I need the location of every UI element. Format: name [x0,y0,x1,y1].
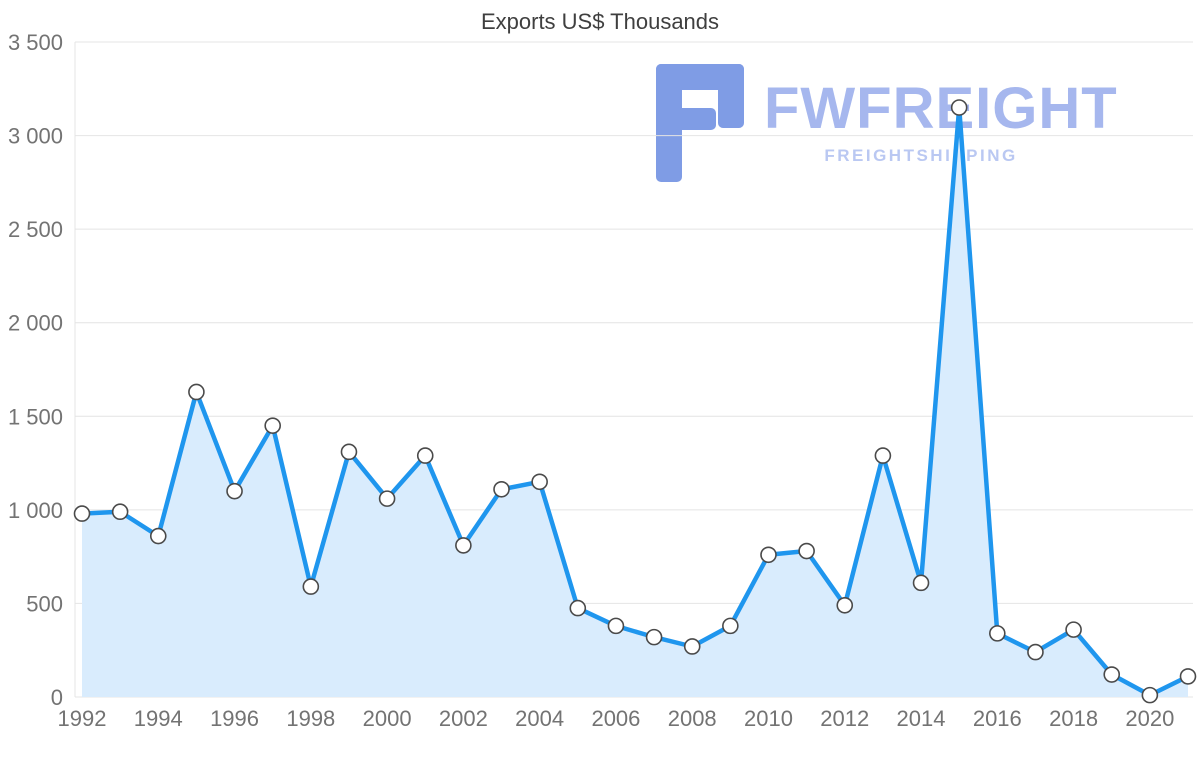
data-point-marker[interactable] [302,578,320,595]
data-point-marker[interactable] [607,617,625,635]
x-axis-label: 2006 [591,706,640,731]
data-point-marker[interactable] [378,490,396,507]
x-axis-label: 1998 [286,706,335,731]
x-axis-label: 2018 [1049,706,1098,731]
y-axis-label: 2 500 [8,217,63,242]
data-point-marker[interactable] [149,527,167,545]
data-point-marker[interactable] [455,537,472,554]
y-axis-label: 0 [51,685,63,710]
x-axis-label: 2014 [897,706,946,731]
data-point-marker[interactable] [874,447,892,464]
data-point-marker[interactable] [493,480,510,498]
data-point-marker[interactable] [188,383,205,401]
y-axis-label: 3 000 [8,124,63,149]
x-axis-label: 1996 [210,706,259,731]
data-point-marker[interactable] [264,417,281,434]
data-point-marker[interactable] [1065,621,1082,638]
x-axis-label: 2012 [820,706,869,731]
data-point-marker[interactable] [722,617,739,635]
data-point-marker[interactable] [683,638,701,655]
data-point-marker[interactable] [111,503,129,521]
chart-title: Exports US$ Thousands [480,9,720,34]
y-axis-label: 2 000 [8,311,63,336]
data-point-marker[interactable] [73,505,91,522]
data-point-marker[interactable] [416,447,434,464]
data-point-marker[interactable] [340,443,358,461]
y-axis-label: 1 500 [8,404,63,429]
data-point-marker[interactable] [226,482,243,500]
series-area-fill [82,107,1188,697]
data-point-marker[interactable] [531,473,548,491]
y-axis-label: 3 500 [8,30,63,55]
y-axis-label: 500 [26,591,63,616]
x-axis-label: 2002 [439,706,488,731]
data-point-marker[interactable] [569,599,587,617]
data-point-marker[interactable] [1103,666,1121,683]
data-point-marker[interactable] [760,546,777,564]
data-point-marker[interactable] [1179,668,1197,685]
data-point-marker[interactable] [989,625,1006,642]
data-point-marker[interactable] [950,99,968,116]
x-axis-label: 2004 [515,706,564,731]
data-point-marker[interactable] [645,628,663,646]
x-axis-label: 2016 [973,706,1022,731]
data-point-marker[interactable] [912,574,930,592]
x-axis-label: 2020 [1125,706,1174,731]
y-axis-label: 1 000 [8,498,63,523]
x-axis-label: 2010 [744,706,793,731]
data-point-marker[interactable] [1027,643,1044,661]
x-axis-label: 1992 [58,706,107,731]
x-axis-label: 2008 [668,706,717,731]
x-axis-label: 2000 [363,706,412,731]
data-point-marker[interactable] [1141,686,1159,704]
data-point-marker[interactable] [798,542,815,560]
x-axis-label: 1994 [134,706,183,731]
data-point-marker[interactable] [836,596,854,614]
